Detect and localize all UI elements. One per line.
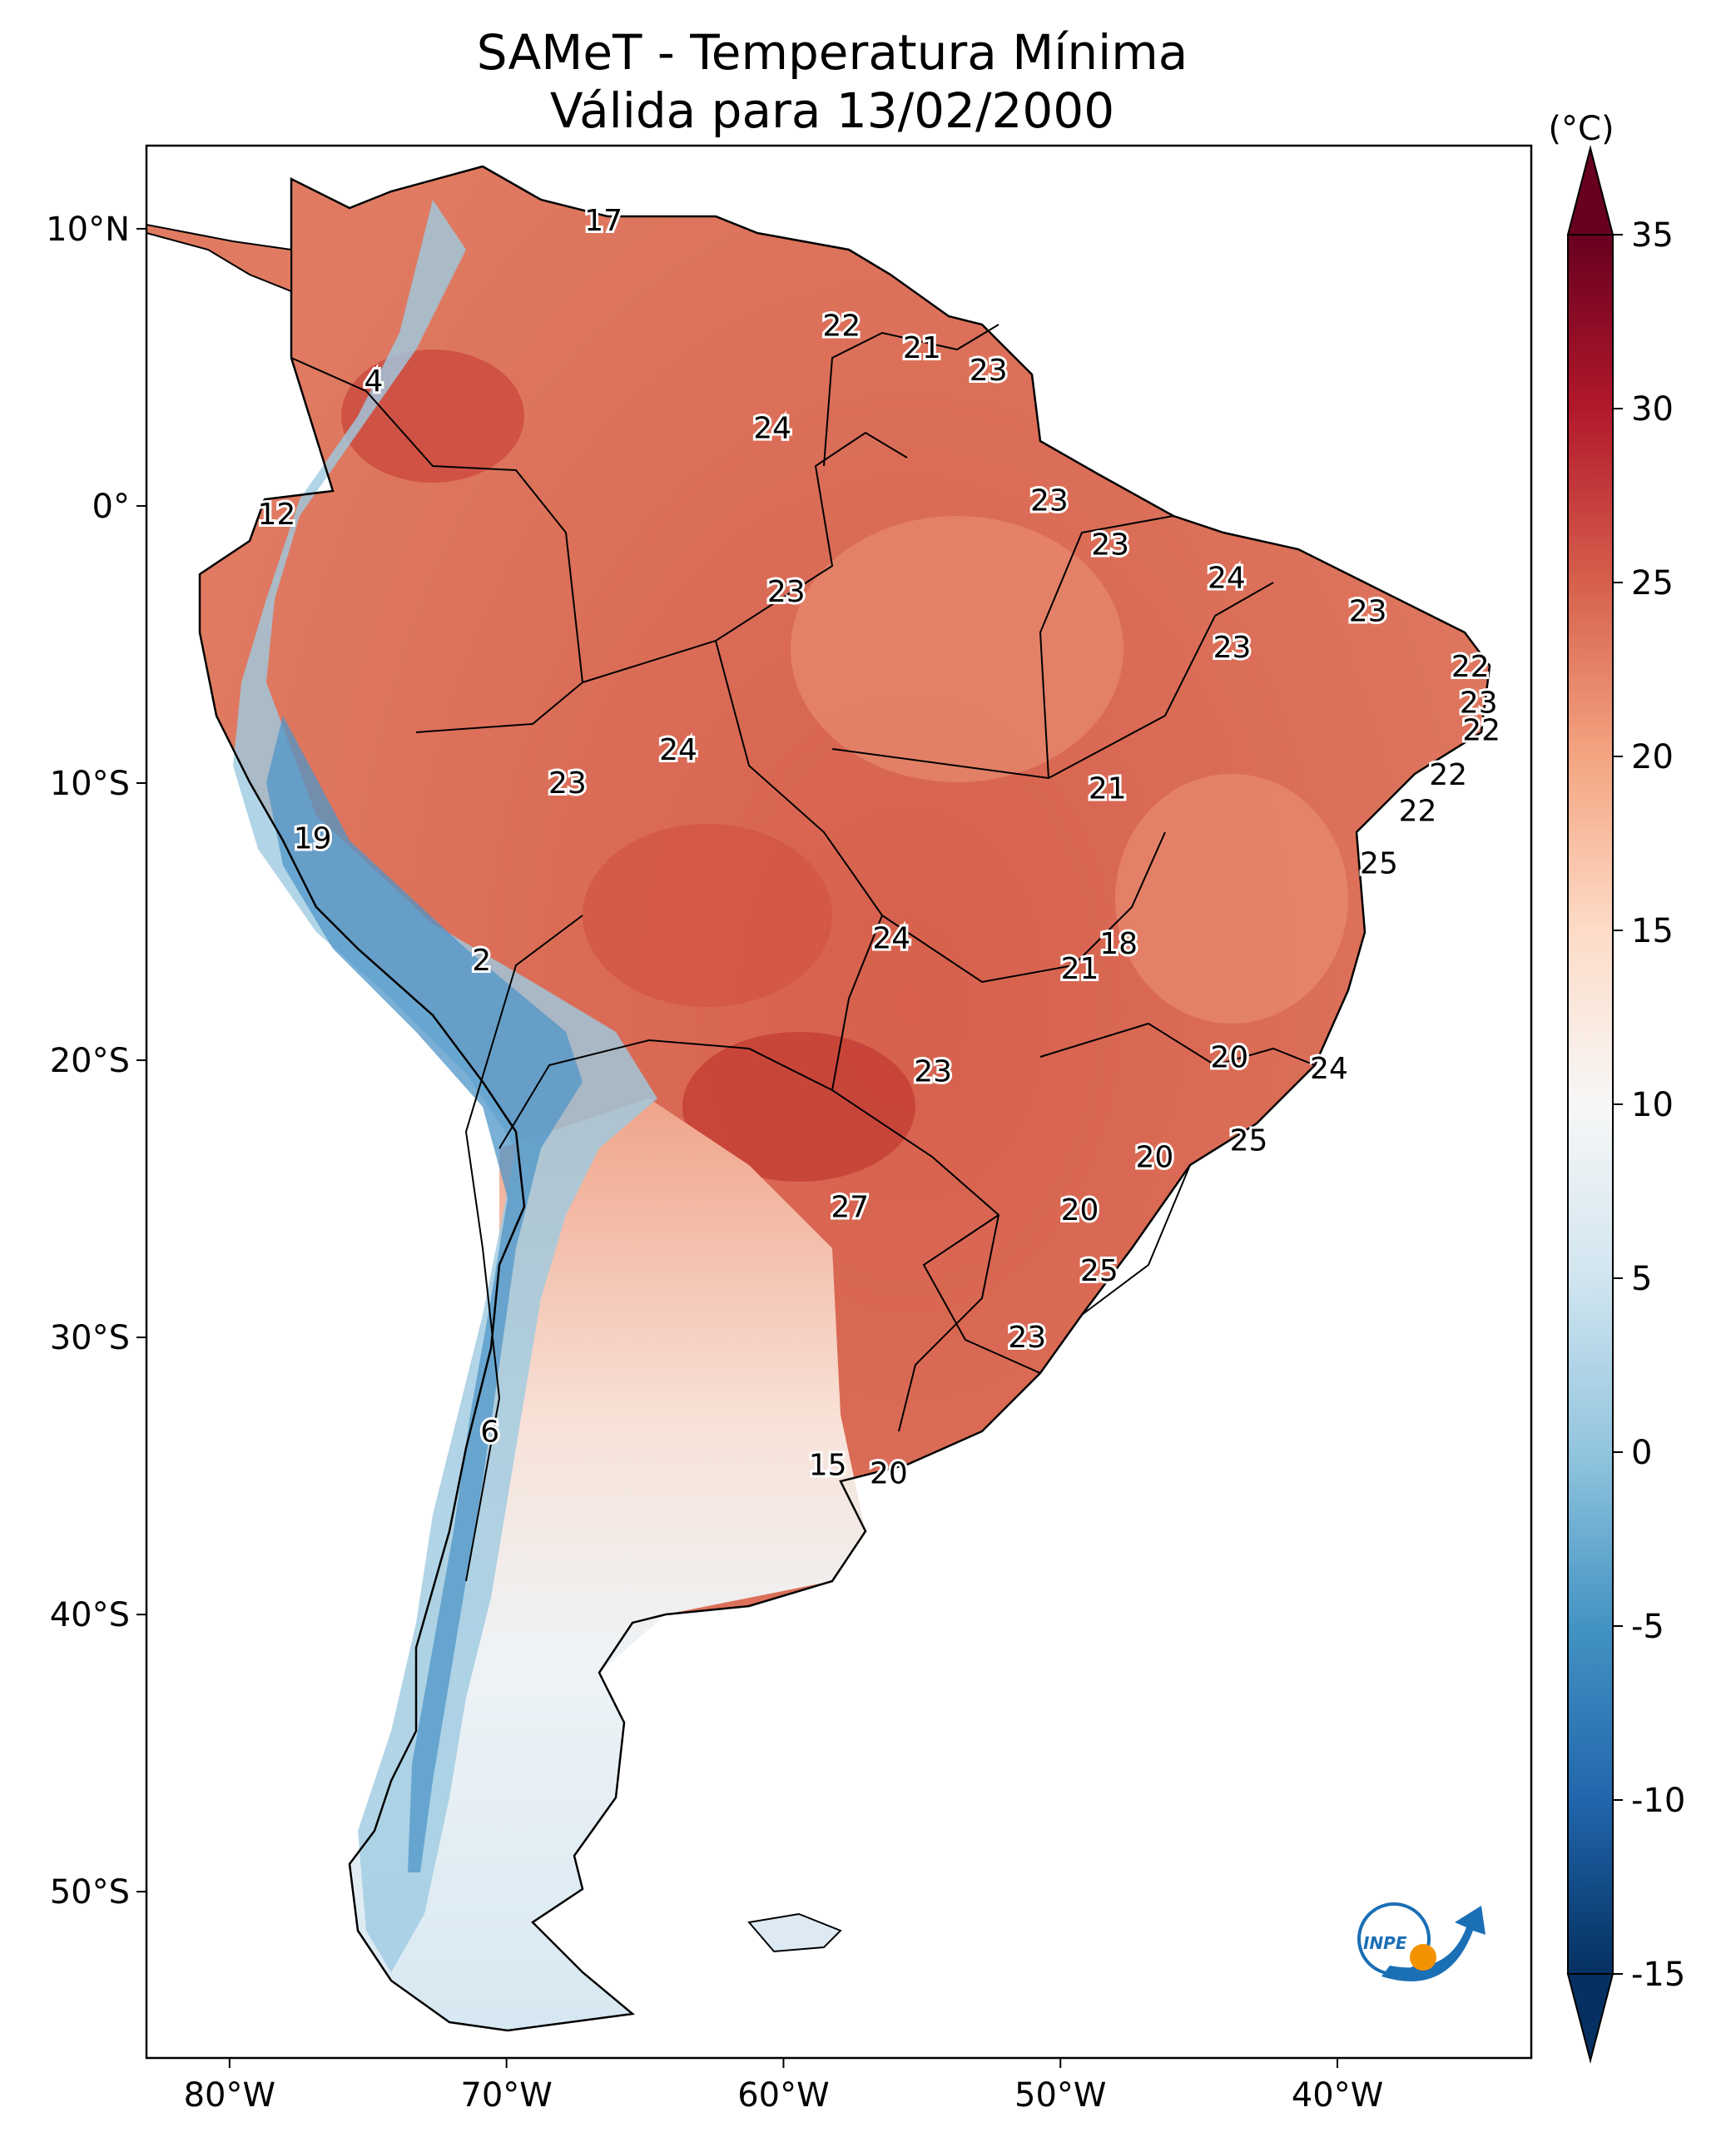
- station-value-label: 23: [914, 1054, 952, 1088]
- colorbar-extend-bottom: [1566, 1973, 1614, 2064]
- lat-tick-label: 20°S: [50, 1042, 130, 1080]
- station-value-label: 25: [1080, 1254, 1118, 1288]
- station-value-label: 23: [1213, 631, 1252, 665]
- station-value-label: 24: [659, 733, 697, 767]
- warm-core-bolivia: [583, 824, 832, 1007]
- colorbar-tick-label: -10: [1631, 1782, 1685, 1820]
- coastline: [198, 165, 1491, 2032]
- station-value-label: 20: [1135, 1141, 1173, 1175]
- station-value-label: 23: [970, 354, 1008, 388]
- station-value-label: 21: [1061, 952, 1099, 986]
- colorbar-tick-label: 20: [1631, 738, 1674, 776]
- station-value-label: 22: [1451, 650, 1490, 684]
- station-value-label: 22: [1462, 714, 1500, 748]
- station-value-label: 21: [903, 331, 941, 365]
- lat-tick-label: 50°S: [50, 1873, 130, 1912]
- station-value-label: 22: [1429, 758, 1467, 792]
- lon-tick-label: 40°W: [1292, 2076, 1383, 2115]
- station-value-label: 21: [1089, 772, 1127, 806]
- station-value-label: 23: [767, 575, 806, 609]
- station-value-label: 23: [1460, 686, 1498, 720]
- title-line-2: Válida para 13/02/2000: [549, 82, 1115, 139]
- lat-tick-label: 40°S: [50, 1596, 130, 1634]
- station-value-label: 22: [822, 309, 861, 343]
- station-value-label: 24: [1310, 1052, 1348, 1086]
- station-value-label: 20: [1061, 1193, 1099, 1227]
- colorbar-tick-label: 15: [1631, 912, 1674, 950]
- station-value-label: 20: [870, 1456, 908, 1490]
- lon-tick-label: 80°W: [184, 2076, 275, 2115]
- longitude-axis: 80°W 70°W 60°W 50°W 40°W: [184, 2058, 1383, 2115]
- central-america-stub: [146, 223, 292, 293]
- lat-tick-label: 10°S: [50, 765, 130, 803]
- southern-cone-cool-region: [350, 1098, 866, 2031]
- station-value-label: 24: [872, 922, 910, 956]
- colorbar-tick-label: 30: [1631, 390, 1674, 429]
- colorbar-tick-label: 35: [1631, 216, 1674, 255]
- colorbar-unit-label: (°C): [1548, 110, 1614, 148]
- colorbar-tick-label: 10: [1631, 1086, 1674, 1124]
- station-value-label: 22: [1399, 794, 1437, 828]
- inpe-logo-text: INPE: [1363, 1933, 1407, 1953]
- station-value-label: 6: [480, 1415, 499, 1449]
- inpe-logo: INPE: [1357, 1902, 1486, 1981]
- station-value-label: 27: [831, 1191, 869, 1225]
- colorbar-tick-label: 25: [1631, 564, 1674, 602]
- station-value-label: 17: [584, 204, 622, 238]
- station-value-label: 25: [1360, 847, 1398, 881]
- colorbar-body: [1567, 234, 1614, 1975]
- lat-tick-label: 0°: [92, 488, 130, 526]
- colorbar-extend-top: [1566, 145, 1614, 236]
- colorbar-ticks: 35 30 25 20 15 10 5 0 -5 -10 -15: [1613, 216, 1685, 1994]
- station-value-label: 23: [1091, 528, 1129, 563]
- warm-core-paraguay: [682, 1032, 915, 1182]
- lat-tick-label: 30°S: [50, 1319, 130, 1357]
- colorbar-tick-label: 0: [1631, 1434, 1652, 1472]
- station-value-label: 4: [364, 364, 383, 399]
- colorbar-tick-label: 5: [1631, 1260, 1652, 1298]
- colorbar-tick-label: -15: [1631, 1956, 1685, 1994]
- falkland-islands: [747, 1912, 842, 1953]
- map-frame: [145, 144, 1533, 2060]
- inpe-logo-swoosh: [1381, 1906, 1486, 1981]
- station-value-label: 25: [1230, 1124, 1268, 1158]
- station-value-label: 2: [472, 944, 491, 978]
- station-value-label: 23: [1030, 483, 1069, 518]
- station-value-label: 23: [1008, 1321, 1046, 1355]
- country-borders: [290, 324, 1316, 1582]
- title-line-1: SAMeT - Temperatura Mínima: [476, 24, 1188, 81]
- lat-tick-label: 10°N: [46, 211, 130, 249]
- colorbar: (°C) 35 30 25 20 15 10 5 0 -5 -10 -15: [1548, 110, 1685, 2064]
- station-value-label: 20: [1210, 1041, 1248, 1075]
- colorbar-tick-label: -5: [1631, 1608, 1664, 1646]
- station-value-label: 24: [753, 412, 791, 446]
- map-title: SAMeT - Temperatura Mínima Válida para 1…: [0, 23, 1664, 140]
- mild-region-bahia: [1115, 774, 1348, 1024]
- station-value-label: 15: [809, 1448, 847, 1482]
- latitude-axis: 10°N 0° 10°S 20°S 30°S 40°S 50°S: [46, 211, 146, 1912]
- inpe-logo-dot: [1410, 1944, 1436, 1971]
- station-value-label: 23: [1349, 595, 1387, 629]
- station-value-label: 18: [1099, 927, 1138, 961]
- lon-tick-label: 70°W: [460, 2076, 552, 2115]
- lon-tick-label: 60°W: [737, 2076, 829, 2115]
- mild-region-para: [791, 516, 1123, 782]
- station-value-label: 24: [1208, 562, 1246, 596]
- station-value-label: 23: [548, 766, 587, 801]
- station-value-label: 12: [258, 498, 296, 532]
- station-value-label: 19: [294, 822, 332, 856]
- lon-tick-label: 50°W: [1014, 2076, 1106, 2115]
